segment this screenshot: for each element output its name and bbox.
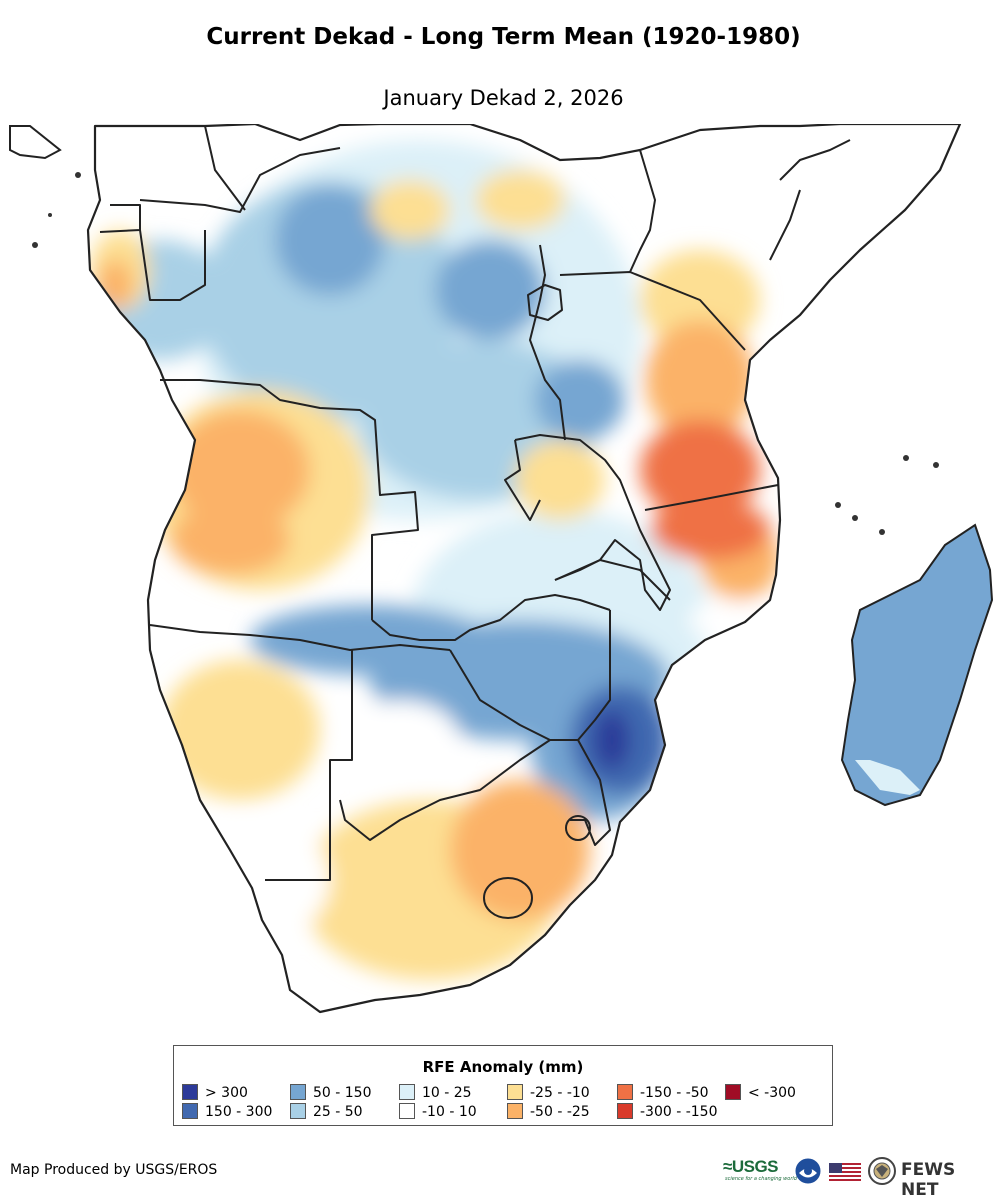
legend-item: 50 - 150 xyxy=(290,1084,372,1102)
legend-swatch xyxy=(290,1103,306,1119)
comoros-islands xyxy=(32,172,939,535)
usgs-logo: ≈USGS xyxy=(723,1157,779,1176)
legend-item: -150 - -50 xyxy=(617,1084,709,1102)
usgs-tagline: science for a changing world xyxy=(725,1176,797,1182)
partner-logos: ≈USGS science for a changing world FEWS … xyxy=(723,1154,998,1200)
us-flag-icon xyxy=(829,1163,861,1181)
legend-item: -25 - -10 xyxy=(507,1084,590,1102)
map-subtitle: January Dekad 2, 2026 xyxy=(383,86,624,110)
legend-swatch xyxy=(725,1084,741,1100)
anomaly-fields xyxy=(90,140,780,980)
legend-item: -10 - 10 xyxy=(399,1103,477,1121)
legend-swatch xyxy=(290,1084,306,1100)
country-borders xyxy=(99,125,851,919)
map-credit: Map Produced by USGS/EROS xyxy=(10,1162,218,1178)
legend-swatch xyxy=(617,1103,633,1119)
legend-item: 150 - 300 xyxy=(182,1103,272,1121)
legend-swatch xyxy=(399,1084,415,1100)
legend-item: > 300 xyxy=(182,1084,248,1102)
legend-item: 10 - 25 xyxy=(399,1084,472,1102)
legend-item: -50 - -25 xyxy=(507,1103,590,1121)
rainfall-anomaly-map xyxy=(9,124,994,1014)
legend-item: < -300 xyxy=(725,1084,796,1102)
legend-swatch xyxy=(617,1084,633,1100)
legend-swatch xyxy=(399,1103,415,1119)
legend: RFE Anomaly (mm) > 300 150 - 300 50 - 15… xyxy=(173,1045,833,1126)
legend-swatch xyxy=(507,1084,523,1100)
legend-item: -300 - -150 xyxy=(617,1103,718,1121)
legend-item: 25 - 50 xyxy=(290,1103,363,1121)
state-dept-seal-icon xyxy=(868,1157,896,1185)
legend-swatch xyxy=(182,1103,198,1119)
legend-swatch xyxy=(507,1103,523,1119)
madagascar xyxy=(840,523,994,807)
legend-title: RFE Anomaly (mm) xyxy=(422,1058,584,1076)
map-title: Current Dekad - Long Term Mean (1920-198… xyxy=(206,24,801,50)
noaa-logo-icon xyxy=(795,1158,821,1184)
legend-swatch xyxy=(182,1084,198,1100)
fews-net-logo: FEWS NET xyxy=(901,1160,956,1200)
